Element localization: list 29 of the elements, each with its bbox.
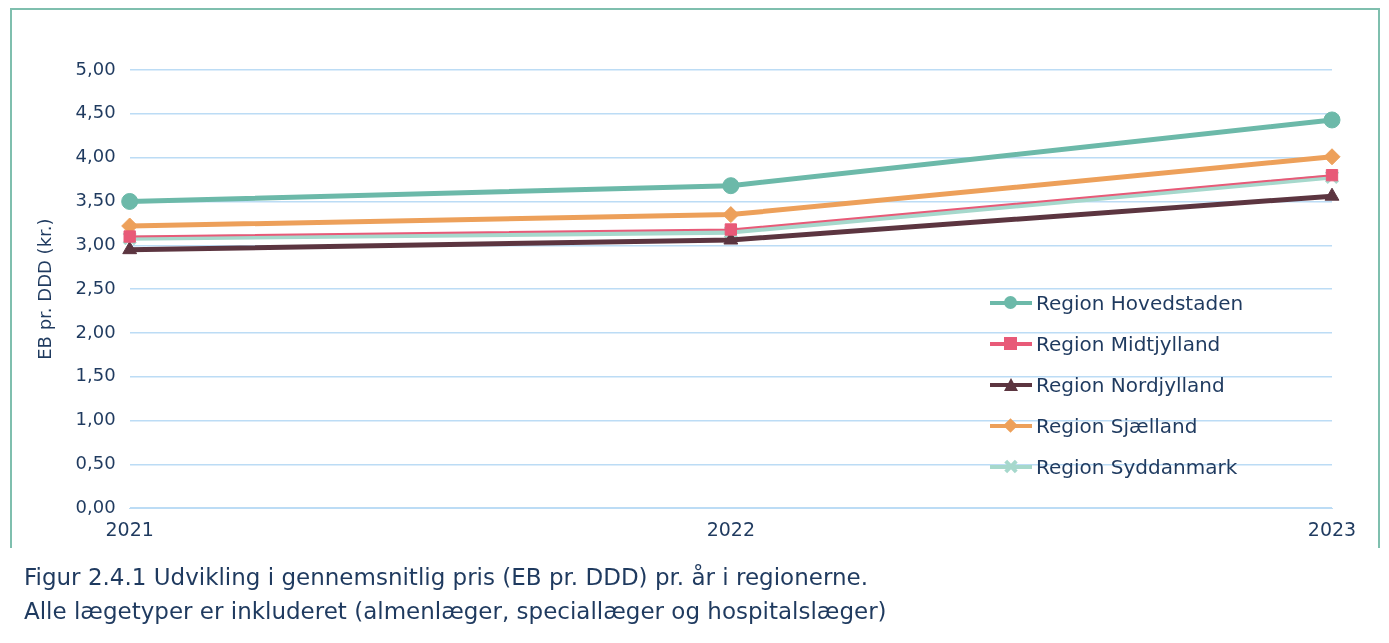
y-tick-label: 4,50 (75, 101, 116, 123)
y-tick-label: 5,00 (75, 57, 116, 79)
x-tick-label: 2021 (105, 517, 154, 540)
y-tick-label: 1,00 (75, 408, 116, 430)
y-tick-label: 3,00 (75, 232, 116, 254)
point (722, 206, 740, 224)
point (722, 177, 740, 195)
x-tick-label: 2023 (1307, 517, 1357, 540)
y-tick-label: 1,50 (75, 364, 116, 386)
text: Figur 2.4.1 Udvikling i gennemsnitlig pris (EB pr. DDD) pr. år i regionerne. (24, 563, 869, 592)
y-tick-label: 0,50 (75, 452, 116, 474)
point (1323, 111, 1341, 129)
x-tick-label: 2022 (706, 517, 756, 540)
y-tick-label: 4,00 (75, 145, 116, 167)
point (122, 241, 138, 255)
point (121, 192, 139, 210)
y-tick-label: 2,50 (75, 276, 116, 298)
text: Alle lægetyper er inkluderet (almenlæger, speciallæger og hospitalslæger) (24, 597, 887, 626)
legend-label: Region Midtjylland (1036, 331, 1221, 356)
y-tick-label: 2,00 (75, 320, 116, 342)
y-axis-title: EB pr. DDD (kr.) (34, 218, 56, 360)
point (1323, 148, 1341, 166)
legend-label: Region Sjælland (1036, 413, 1198, 438)
legend-label: Region Syddanmark (1036, 454, 1238, 479)
y-tick-label: 0,00 (75, 495, 116, 517)
legend-label: Region Nordjylland (1036, 372, 1225, 397)
legend-label: Region Hovedstaden (1036, 290, 1244, 315)
point (724, 223, 737, 236)
y-tick-label: 3,50 (75, 189, 116, 211)
